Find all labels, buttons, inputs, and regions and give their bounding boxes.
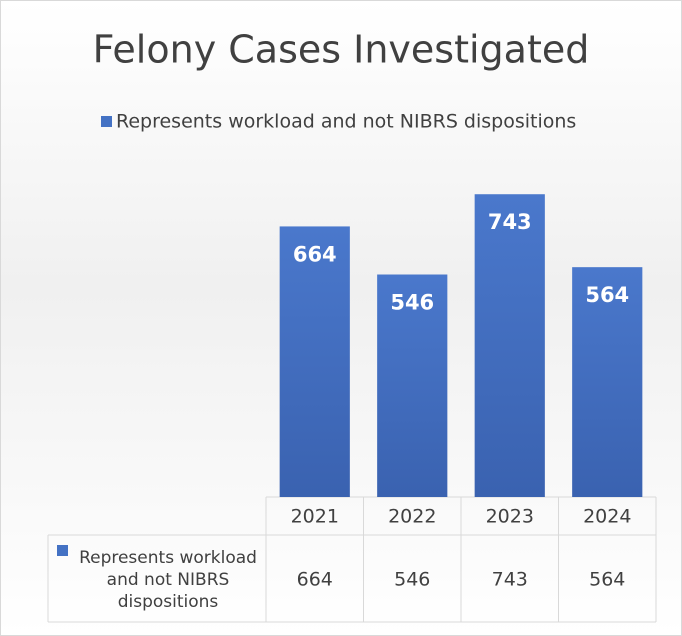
- bar: [474, 194, 545, 498]
- table-value: 743: [492, 569, 528, 591]
- bar: [572, 267, 643, 497]
- bar: [377, 274, 448, 497]
- table-legend-key: [57, 545, 68, 556]
- table-series-name: Represents workload and not NIBRS dispos…: [79, 548, 257, 612]
- data-label: 743: [488, 210, 532, 234]
- x-tick-label: 2021: [291, 506, 339, 528]
- x-tick-label: 2023: [486, 506, 534, 528]
- bar: [279, 226, 350, 498]
- data-label: 664: [293, 242, 337, 266]
- table-value: 546: [394, 569, 430, 591]
- legend-key: [101, 116, 112, 127]
- data-label: 564: [585, 283, 629, 307]
- x-tick-label: 2024: [583, 506, 631, 528]
- chart-title: Felony Cases Investigated: [93, 28, 590, 72]
- table-value: 564: [589, 569, 625, 591]
- data-label: 546: [390, 291, 434, 315]
- table-value: 664: [297, 569, 333, 591]
- x-tick-label: 2022: [388, 506, 436, 528]
- legend-label: Represents workload and not NIBRS dispos…: [116, 111, 576, 133]
